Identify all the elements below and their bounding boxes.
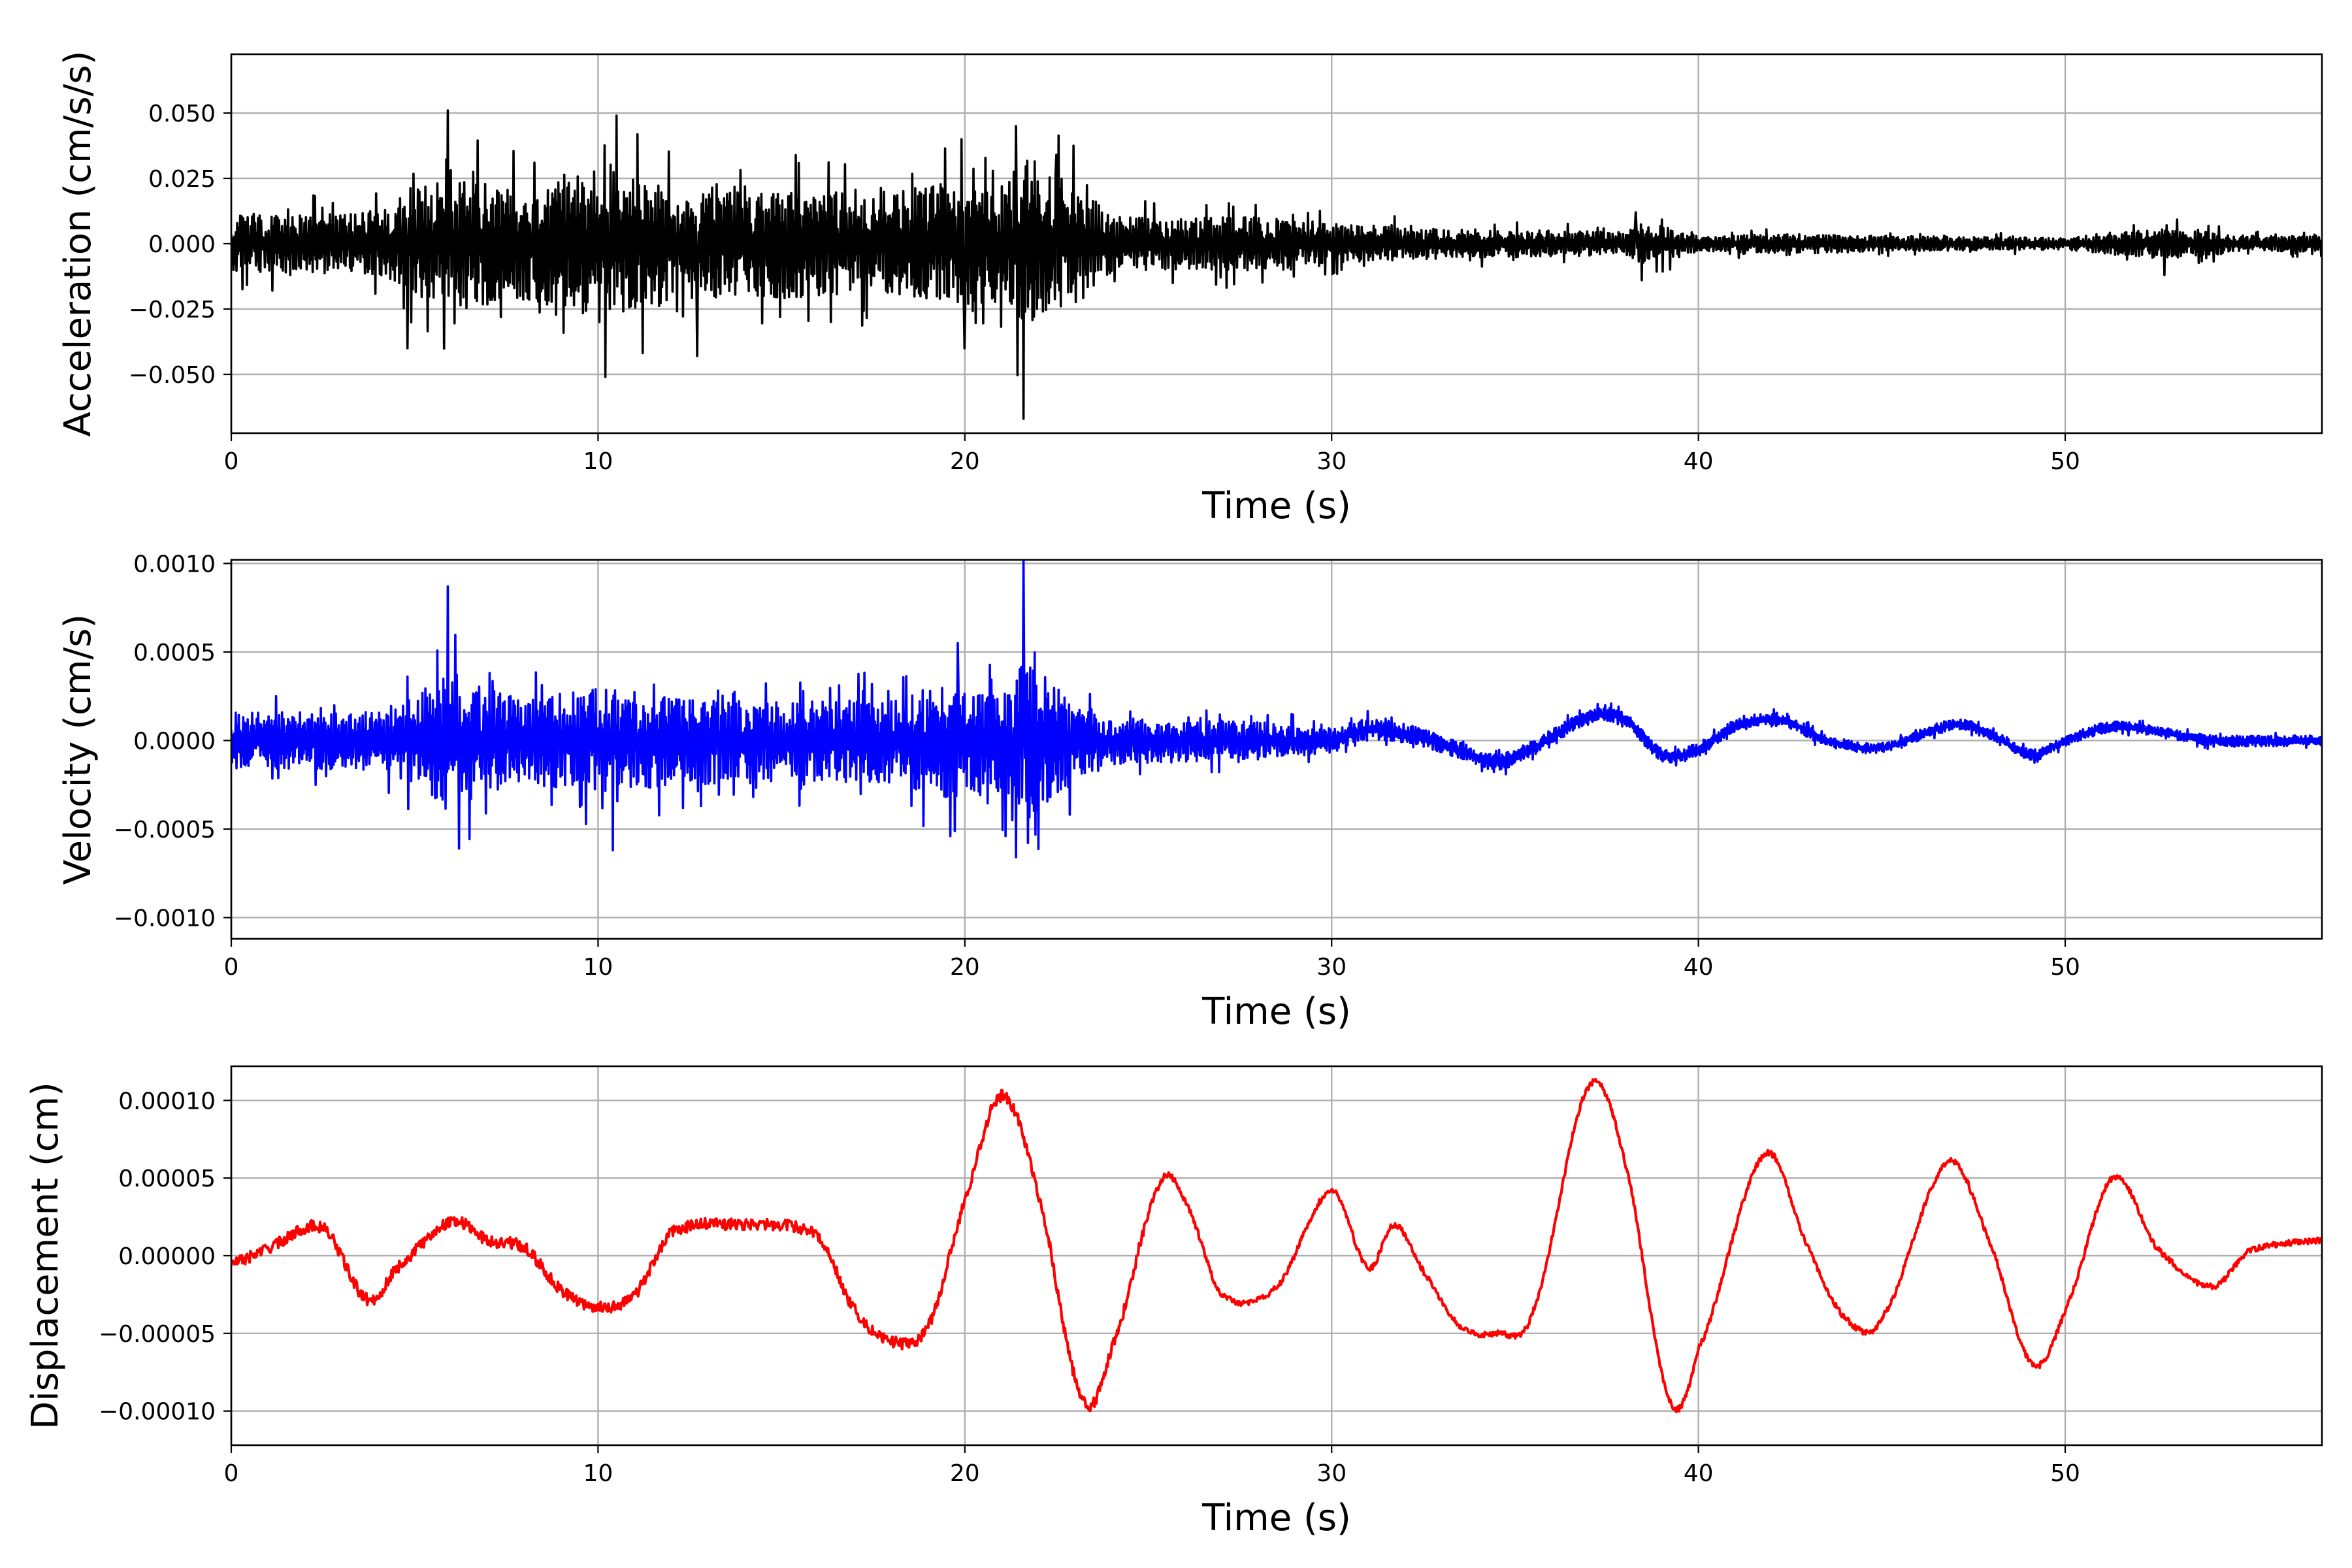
x-tick-label: 0 bbox=[224, 448, 239, 475]
y-tick-label: 0.0000 bbox=[133, 728, 216, 755]
x-tick-label: 30 bbox=[1316, 954, 1347, 981]
y-tick-label: −0.0005 bbox=[114, 817, 216, 843]
y-tick-label: 0.025 bbox=[148, 166, 216, 193]
x-tick-label: 10 bbox=[583, 1460, 613, 1487]
x-tick-label: 30 bbox=[1316, 448, 1347, 475]
y-tick-label: −0.00010 bbox=[99, 1399, 216, 1426]
x-tick-label: 0 bbox=[224, 1460, 239, 1487]
y-tick-label: 0.0010 bbox=[133, 551, 216, 578]
y-tick-label: −0.00005 bbox=[99, 1321, 216, 1348]
x-tick-label: 30 bbox=[1316, 1460, 1347, 1487]
acceleration-series-line bbox=[231, 109, 2322, 420]
x-tick-label: 50 bbox=[2050, 954, 2080, 981]
x-tick-label: 40 bbox=[1684, 1460, 1714, 1487]
y-tick-label: −0.025 bbox=[129, 297, 216, 323]
y-tick-label: 0.00000 bbox=[118, 1243, 216, 1270]
x-tick-label: 20 bbox=[950, 954, 980, 981]
x-tick-label: 40 bbox=[1684, 954, 1714, 981]
x-axis-label: Time (s) bbox=[1201, 485, 1351, 527]
x-tick-label: 50 bbox=[2050, 1460, 2080, 1487]
x-tick-label: 20 bbox=[950, 1460, 980, 1487]
displacement-panel: 0 10 20 30 40 50 −0.00010 −0.00005 0.00000 0.0000… bbox=[24, 1065, 2323, 1539]
x-tick-label: 40 bbox=[1684, 448, 1714, 475]
velocity-panel: 0 10 20 30 40 50 −0.0010 −0.0005 0.0000 0.0005 0.0… bbox=[57, 551, 2323, 1033]
y-tick-label: 0.00005 bbox=[118, 1166, 216, 1192]
x-tick-label: 10 bbox=[583, 954, 613, 981]
y-tick-label: 0.000 bbox=[148, 231, 216, 258]
x-axis-label: Time (s) bbox=[1201, 990, 1351, 1033]
x-tick-label: 0 bbox=[224, 954, 239, 981]
plot-frame bbox=[230, 559, 2323, 940]
x-tick-label: 50 bbox=[2050, 448, 2080, 475]
y-axis-label: Displacement (cm) bbox=[24, 1082, 67, 1429]
y-axis-label: Velocity (cm/s) bbox=[57, 614, 99, 885]
y-tick-label: 0.00010 bbox=[118, 1088, 216, 1115]
y-tick-label: −0.050 bbox=[129, 362, 216, 389]
displacement-series-line bbox=[231, 1077, 2322, 1414]
y-tick-label: 0.0005 bbox=[133, 640, 216, 666]
x-tick-label: 20 bbox=[950, 448, 980, 475]
y-axis-label: Acceleration (cm/s/s) bbox=[57, 51, 99, 437]
x-tick-label: 10 bbox=[583, 448, 613, 475]
velocity-series-line bbox=[231, 560, 2322, 858]
x-axis-label: Time (s) bbox=[1201, 1497, 1351, 1539]
y-tick-label: 0.050 bbox=[148, 101, 216, 127]
y-tick-label: −0.0010 bbox=[114, 905, 216, 932]
acceleration-panel: 0 10 20 30 40 50 −0.050 −0.025 0.000 0.025 0.050 Ti… bbox=[57, 51, 2323, 527]
